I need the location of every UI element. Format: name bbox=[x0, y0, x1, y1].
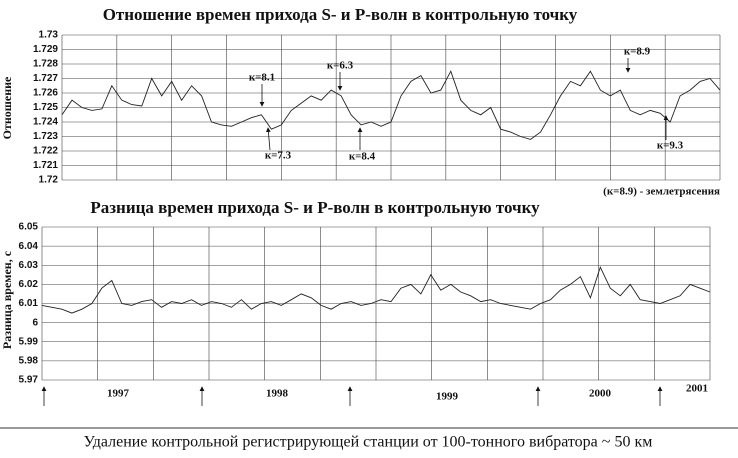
year-label: 1999 bbox=[436, 391, 459, 403]
year-label: 2001 bbox=[686, 383, 708, 395]
y-tick-label: 6 bbox=[32, 317, 38, 328]
y-tick-label: 6.01 bbox=[19, 298, 39, 309]
y-tick-label: 1.728 bbox=[33, 59, 58, 70]
annotation: к=8.9 bbox=[624, 46, 651, 58]
y-tick-label: 1.729 bbox=[33, 44, 58, 55]
y-tick-label: 6.04 bbox=[19, 241, 39, 252]
annotation: к=9.3 bbox=[657, 140, 684, 152]
annotation: к=8.1 bbox=[249, 72, 275, 84]
y-tick-label: 1.723 bbox=[33, 131, 58, 142]
year-label: 1998 bbox=[266, 388, 289, 400]
y-tick-label: 6.03 bbox=[19, 260, 39, 271]
caption: Удаление контрольной регистрирующей стан… bbox=[84, 434, 653, 451]
annotation-arrow bbox=[265, 127, 271, 151]
data-line bbox=[41, 265, 711, 314]
y-tick-label: 5.99 bbox=[19, 336, 39, 347]
year-label: 1997 bbox=[107, 388, 130, 400]
y-tick-label: 6.02 bbox=[19, 279, 39, 290]
y-tick-label: 1.727 bbox=[33, 73, 58, 84]
y-tick-label: 1.721 bbox=[33, 160, 58, 171]
y-axis-label: Разница времен, с bbox=[0, 250, 14, 349]
annotation: к=6.3 bbox=[327, 60, 354, 72]
chart-title: Разница времен прихода S- и P-волн в кон… bbox=[90, 198, 540, 217]
y-tick-label: 6.05 bbox=[19, 222, 39, 233]
note: (к=8.9) - землетрясения bbox=[603, 186, 720, 198]
y-tick-label: 5.97 bbox=[19, 375, 39, 386]
year-label: 2000 bbox=[589, 388, 612, 400]
annotation: к=7.3 bbox=[265, 150, 292, 162]
y-axis-label: Отношение bbox=[0, 76, 14, 139]
y-tick-label: 1.725 bbox=[33, 102, 58, 113]
annotation: к=8.4 bbox=[349, 151, 376, 163]
data-line bbox=[61, 70, 721, 140]
y-tick-label: 1.722 bbox=[33, 146, 58, 157]
y-tick-label: 1.72 bbox=[39, 175, 59, 186]
y-tick-label: 1.724 bbox=[33, 117, 58, 128]
y-tick-label: 5.98 bbox=[19, 356, 39, 367]
y-tick-label: 1.73 bbox=[39, 30, 59, 41]
chart-title: Отношение времен прихода S- и P-волн в к… bbox=[103, 5, 578, 24]
y-tick-label: 1.726 bbox=[33, 88, 58, 99]
